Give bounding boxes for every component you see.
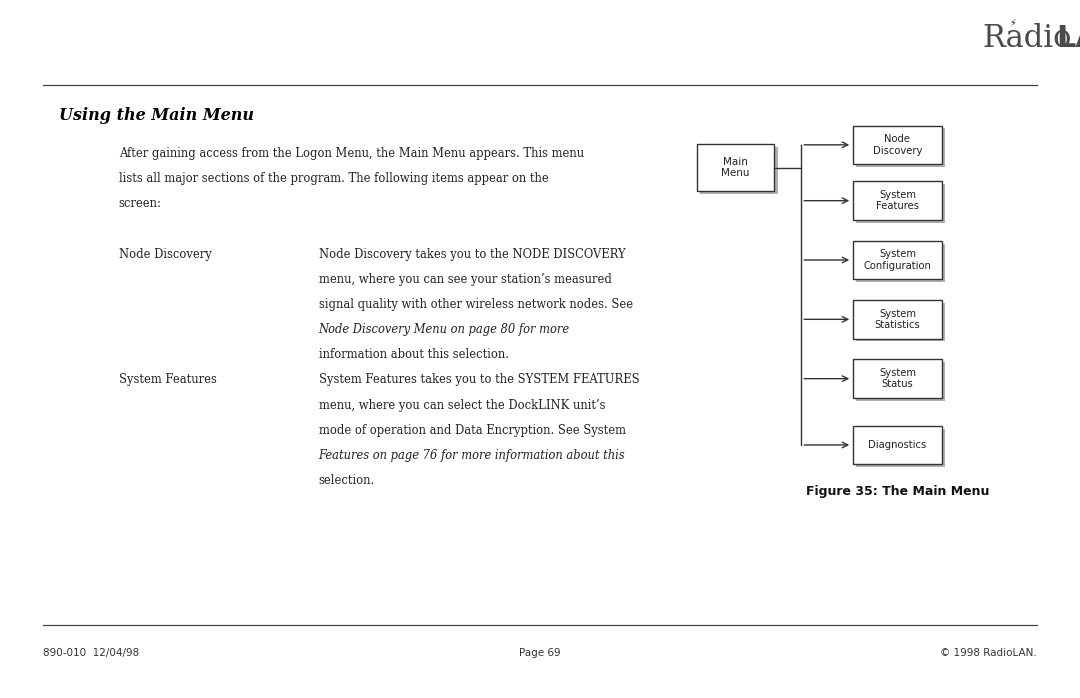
Text: Features on page 76 for more information about this: Features on page 76 for more information… [319, 449, 625, 462]
Bar [853, 126, 942, 164]
Text: Node
Discovery: Node Discovery [873, 134, 922, 156]
Text: screen:: screen: [119, 197, 162, 210]
Text: signal quality with other wireless network nodes. See: signal quality with other wireless netwo… [319, 298, 633, 311]
Bar [853, 426, 942, 464]
Text: lists all major sections of the program. The following items appear on the: lists all major sections of the program.… [119, 172, 549, 185]
Text: 890-010  12/04/98: 890-010 12/04/98 [43, 648, 139, 658]
Text: Diagnostics: Diagnostics [868, 440, 927, 450]
Text: mode of operation and Data Encryption. See System: mode of operation and Data Encryption. S… [319, 424, 625, 437]
Text: Node Discovery takes you to the NODE DISCOVERY: Node Discovery takes you to the NODE DIS… [319, 248, 625, 261]
Bar [856, 362, 945, 401]
Text: Radio: Radio [983, 23, 1072, 54]
Bar [856, 184, 945, 223]
Bar [856, 244, 945, 282]
Text: After gaining access from the Logon Menu, the Main Menu appears. This menu: After gaining access from the Logon Menu… [119, 147, 584, 160]
Bar [856, 128, 945, 167]
Text: menu, where you can see your station’s measured: menu, where you can see your station’s m… [319, 273, 611, 286]
Bar [697, 144, 774, 191]
Text: Node Discovery: Node Discovery [119, 248, 212, 261]
Text: Page 69: Page 69 [519, 648, 561, 658]
Text: selection.: selection. [319, 474, 375, 487]
Text: menu, where you can select the DockLINK unit’s: menu, where you can select the DockLINK … [319, 399, 605, 412]
Bar [853, 241, 942, 279]
Bar [853, 300, 942, 339]
Text: Figure 35: The Main Menu: Figure 35: The Main Menu [806, 485, 989, 498]
Text: System
Configuration: System Configuration [864, 249, 931, 271]
Text: System
Status: System Status [879, 368, 916, 389]
Text: information about this selection.: information about this selection. [319, 348, 509, 362]
Text: System Features takes you to the SYSTEM FEATURES: System Features takes you to the SYSTEM … [319, 373, 639, 387]
Text: System
Statistics: System Statistics [875, 309, 920, 330]
Bar [700, 147, 778, 194]
Text: Main
Menu: Main Menu [721, 157, 750, 178]
Bar [853, 359, 942, 398]
Bar [856, 429, 945, 467]
Text: ⚡: ⚡ [1010, 18, 1016, 28]
Text: Node Discovery Menu on page 80 for more: Node Discovery Menu on page 80 for more [319, 323, 570, 336]
Text: System
Features: System Features [876, 190, 919, 211]
Text: System Features: System Features [119, 373, 217, 387]
Text: LAN: LAN [1056, 24, 1080, 53]
Bar [853, 181, 942, 220]
Bar [856, 303, 945, 341]
Text: Using the Main Menu: Using the Main Menu [59, 107, 255, 124]
Text: © 1998 RadioLAN.: © 1998 RadioLAN. [940, 648, 1037, 658]
